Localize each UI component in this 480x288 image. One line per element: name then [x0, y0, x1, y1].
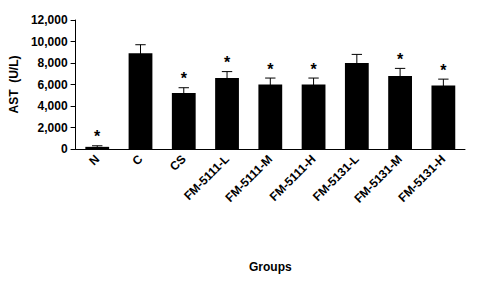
- svg-text:*: *: [397, 51, 404, 68]
- svg-text:4,000: 4,000: [38, 99, 68, 113]
- svg-text:FM-5131-M: FM-5131-M: [351, 152, 406, 206]
- svg-text:N: N: [86, 152, 102, 168]
- svg-text:8,000: 8,000: [38, 56, 68, 70]
- svg-text:*: *: [224, 54, 231, 71]
- svg-text:12,000: 12,000: [31, 13, 68, 27]
- svg-text:AST (U/L): AST (U/L): [7, 56, 21, 114]
- svg-text:FM-5111-L: FM-5111-L: [181, 152, 232, 203]
- svg-text:FM-5111-H: FM-5111-H: [266, 152, 319, 204]
- svg-text:FM-5111-M: FM-5111-M: [222, 152, 275, 205]
- svg-text:2,000: 2,000: [38, 121, 68, 135]
- svg-text:Groups: Groups: [249, 260, 292, 274]
- svg-text:10,000: 10,000: [31, 35, 68, 49]
- svg-text:*: *: [181, 70, 188, 87]
- svg-text:*: *: [440, 62, 447, 79]
- svg-text:*: *: [267, 61, 274, 78]
- svg-text:*: *: [310, 61, 317, 78]
- svg-text:0: 0: [61, 142, 68, 156]
- svg-text:FM-5131-L: FM-5131-L: [310, 152, 362, 204]
- svg-text:CS: CS: [167, 152, 189, 174]
- svg-text:C: C: [129, 152, 145, 168]
- svg-text:6,000: 6,000: [38, 78, 68, 92]
- svg-text:*: *: [94, 128, 101, 145]
- svg-text:FM-5131-H: FM-5131-H: [396, 152, 449, 205]
